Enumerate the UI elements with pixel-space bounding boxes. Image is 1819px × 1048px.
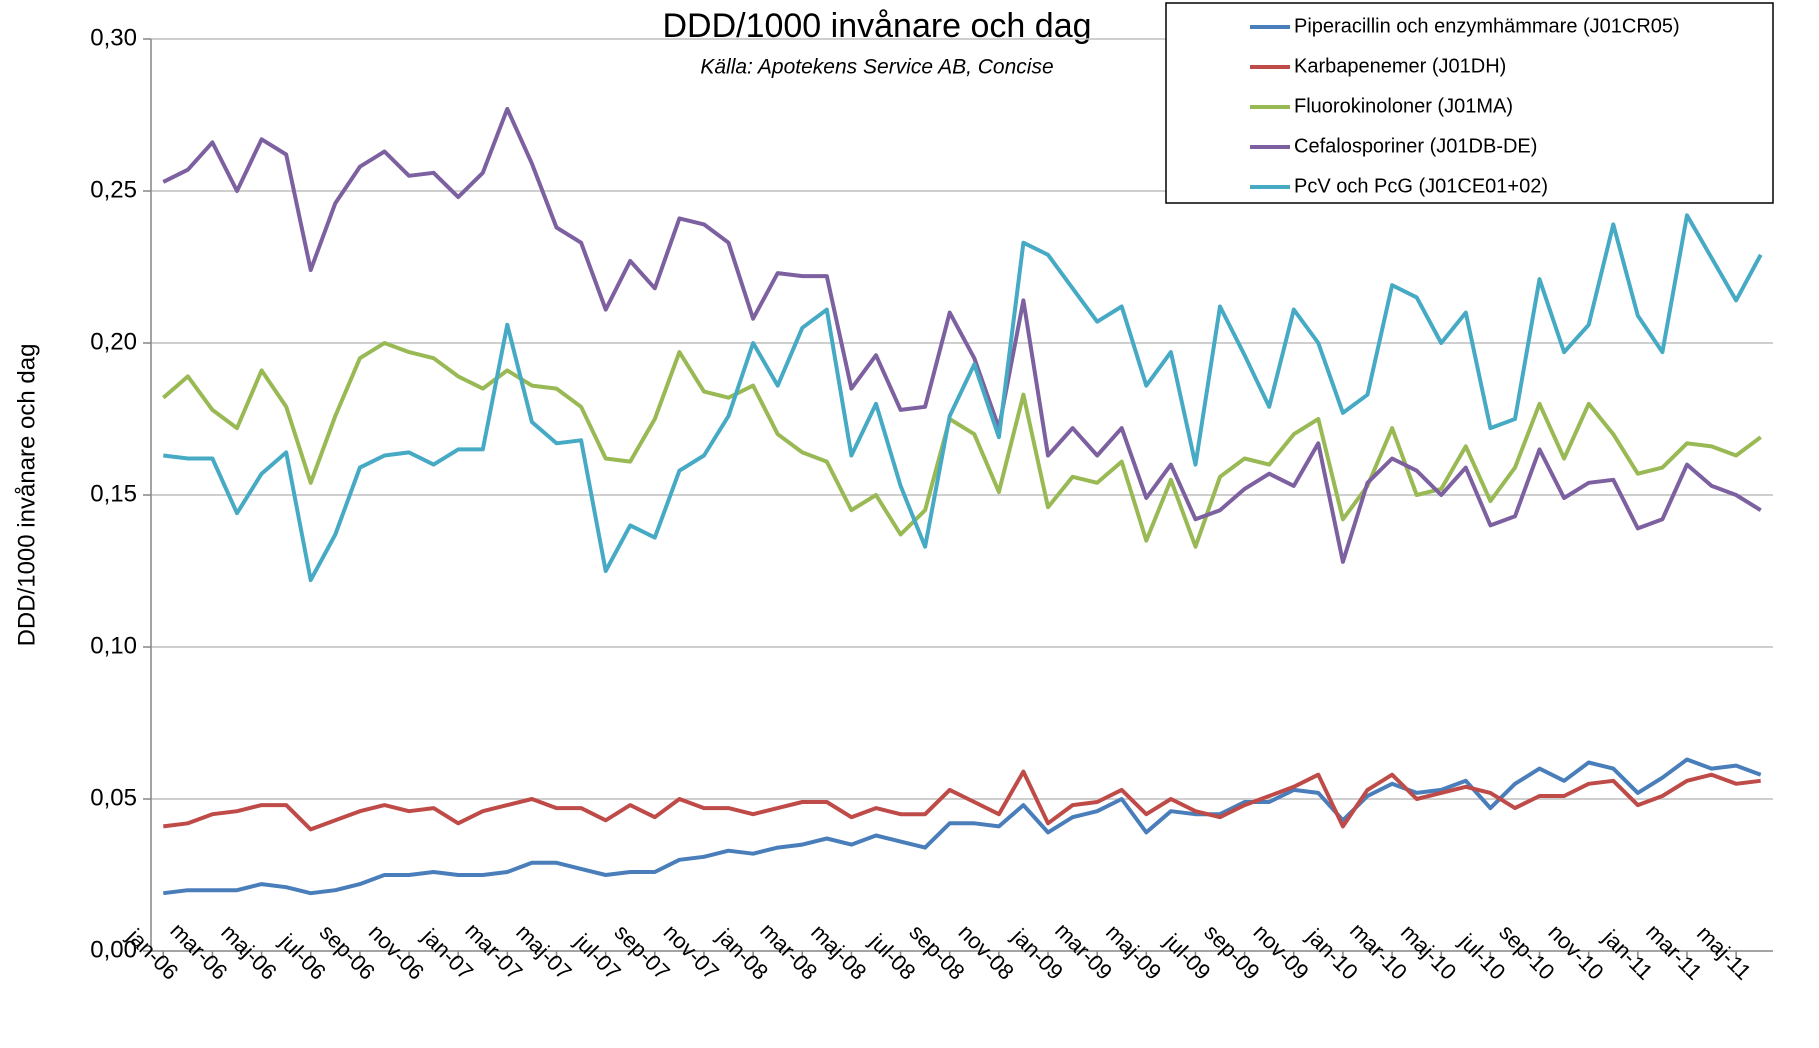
series-line bbox=[163, 769, 1761, 832]
x-tick-label: maj-06 bbox=[216, 919, 281, 984]
y-tick-label: 0,20 bbox=[90, 328, 137, 355]
chart-subtitle: Källa: Apotekens Service AB, Concise bbox=[700, 56, 1053, 79]
x-tick-label: maj-08 bbox=[806, 919, 871, 984]
x-tick-label: nov-10 bbox=[1543, 919, 1608, 984]
x-tick-label: sep-10 bbox=[1494, 919, 1559, 984]
y-tick-label: 0,00 bbox=[90, 936, 137, 963]
x-tick-label: maj-10 bbox=[1396, 919, 1461, 984]
legend-label: Cefalosporiner (J01DB-DE) bbox=[1294, 135, 1537, 157]
y-tick-label: 0,10 bbox=[90, 632, 137, 659]
x-tick-label: sep-07 bbox=[610, 919, 675, 984]
legend-label: Fluorokinoloner (J01MA) bbox=[1294, 95, 1513, 117]
y-tick-label: 0,15 bbox=[90, 480, 137, 507]
x-tick-label: sep-09 bbox=[1199, 919, 1264, 984]
y-tick-label: 0,05 bbox=[90, 784, 137, 811]
series-line bbox=[163, 757, 1762, 896]
x-tick-label: sep-06 bbox=[315, 919, 380, 984]
series-line bbox=[162, 106, 1762, 564]
legend-label: Piperacillin och enzymhämmare (J01CR05) bbox=[1294, 15, 1680, 37]
x-tick-label: nov-08 bbox=[954, 919, 1019, 984]
legend: Piperacillin och enzymhämmare (J01CR05) K… bbox=[1165, 2, 1774, 204]
y-axis-label: DDD/1000 invånare och dag bbox=[13, 344, 40, 647]
y-tick-label: 0,30 bbox=[90, 24, 137, 51]
legend-label: Karbapenemer (J01DH) bbox=[1294, 55, 1506, 77]
x-tick-label: nov-09 bbox=[1249, 919, 1314, 984]
series-line bbox=[163, 213, 1763, 583]
y-tick-label: 0,25 bbox=[90, 176, 137, 203]
x-tick-label: nov-06 bbox=[364, 919, 429, 984]
x-tick-label: nov-07 bbox=[659, 919, 724, 984]
x-tick-label: maj-09 bbox=[1101, 919, 1166, 984]
x-tick-label: sep-08 bbox=[904, 919, 969, 984]
x-tick-label: maj-11 bbox=[1692, 921, 1756, 985]
legend-box bbox=[1165, 2, 1774, 204]
series-line bbox=[161, 341, 1762, 549]
x-tick-label: maj-07 bbox=[511, 919, 576, 984]
legend-label: PcV och PcG (J01CE01+02) bbox=[1294, 175, 1548, 197]
